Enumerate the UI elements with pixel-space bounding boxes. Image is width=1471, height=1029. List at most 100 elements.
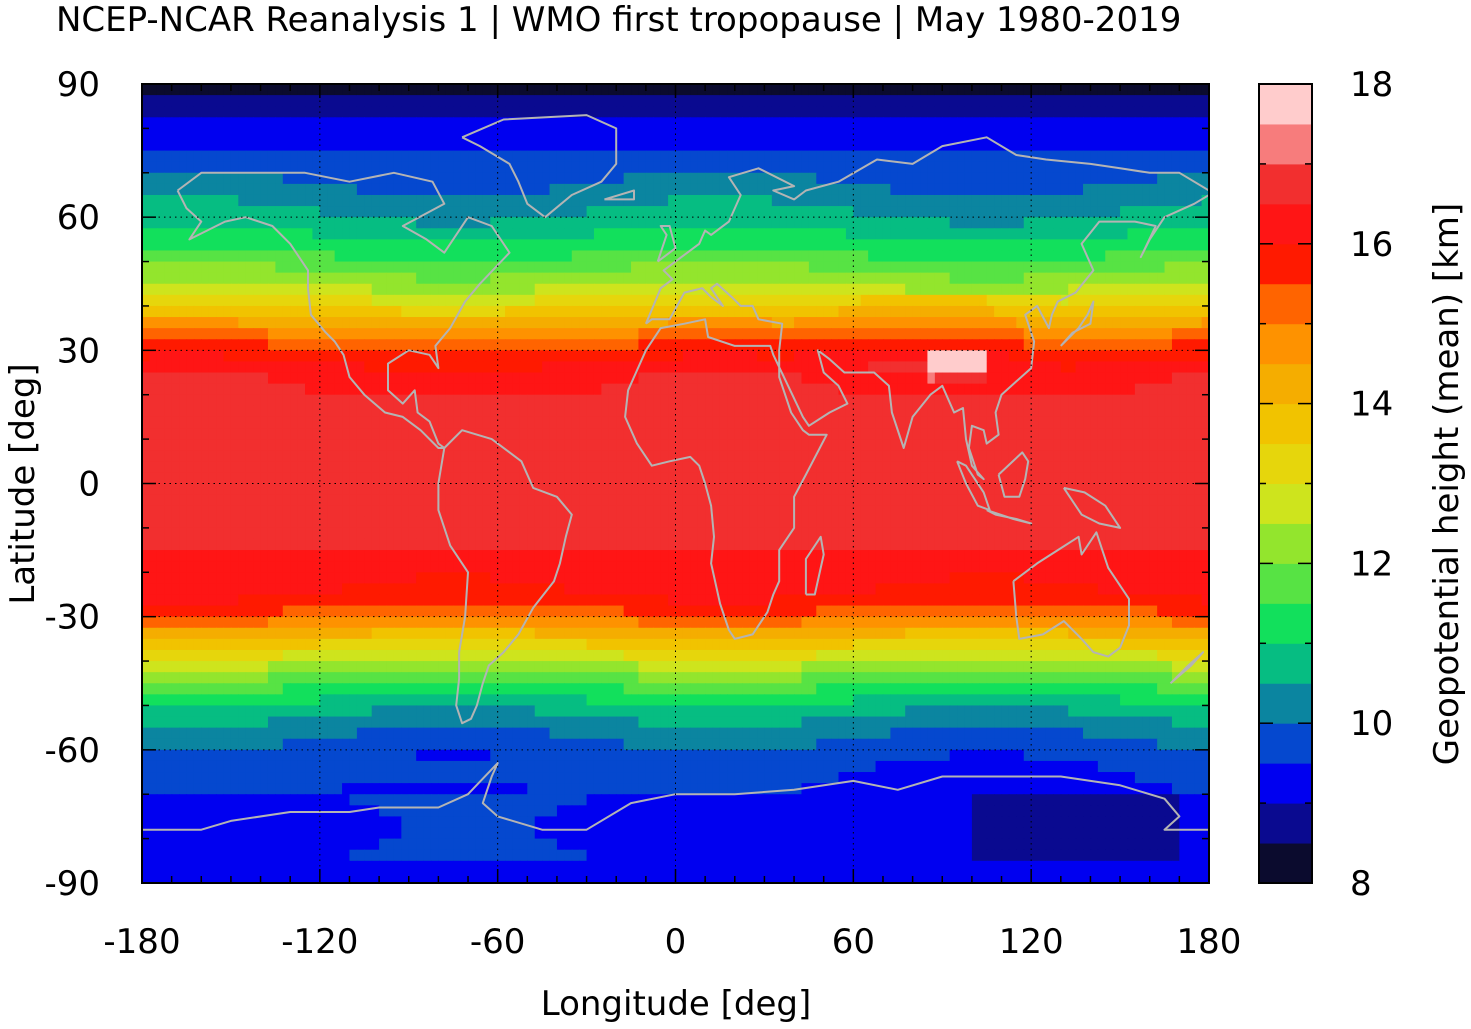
heatmap-cell [216, 139, 225, 152]
heatmap-cell [801, 394, 810, 407]
heatmap-cell [564, 139, 573, 152]
heatmap-cell [505, 217, 514, 229]
heatmap-cell [208, 239, 217, 252]
heatmap-cell [208, 117, 217, 129]
heatmap-cell [816, 305, 825, 318]
heatmap-cell [438, 361, 447, 374]
heatmap-cell [949, 150, 958, 163]
heatmap-cell [831, 450, 840, 462]
heatmap-cell [1008, 328, 1017, 340]
heatmap-cell [245, 328, 254, 340]
heatmap-cell [1038, 328, 1047, 340]
heatmap-cell [505, 383, 514, 396]
heatmap-cell [971, 95, 980, 107]
heatmap-cell [912, 305, 921, 318]
heatmap-cell [868, 206, 877, 218]
heatmap-cell [549, 439, 558, 451]
heatmap-cell [401, 317, 410, 329]
heatmap-cell [245, 361, 254, 374]
heatmap-cell [497, 161, 506, 174]
heatmap-cell [1157, 128, 1166, 141]
heatmap-cell [697, 172, 706, 185]
heatmap-cell [1179, 84, 1188, 96]
heatmap-cell [253, 461, 262, 474]
heatmap-cell [364, 206, 373, 218]
heatmap-cell [327, 239, 336, 252]
heatmap-cell [1045, 217, 1054, 229]
heatmap-cell [327, 317, 336, 329]
heatmap-cell [460, 428, 469, 440]
heatmap-cell [853, 428, 862, 440]
heatmap-cell [1001, 328, 1010, 340]
heatmap-cell [171, 383, 180, 396]
heatmap-cell [1194, 217, 1203, 229]
heatmap-cell [942, 194, 951, 207]
heatmap-cell [1053, 450, 1062, 462]
heatmap-cell [853, 450, 862, 462]
heatmap-cell [816, 194, 825, 207]
heatmap-cell [1142, 228, 1151, 240]
heatmap-cell [534, 139, 543, 152]
heatmap-cell [319, 128, 328, 141]
heatmap-cell [438, 428, 447, 440]
heatmap-cell [912, 428, 921, 440]
heatmap-cell [1186, 128, 1195, 141]
heatmap-cell [1053, 239, 1062, 252]
heatmap-cell [1120, 305, 1129, 318]
heatmap-cell [712, 272, 721, 285]
heatmap-cell [282, 405, 291, 418]
heatmap-cell [534, 239, 543, 252]
heatmap-cell [697, 317, 706, 329]
heatmap-cell [149, 161, 158, 174]
heatmap-cell [223, 228, 232, 240]
heatmap-cell [349, 206, 358, 218]
heatmap-cell [216, 416, 225, 429]
heatmap-cell [742, 328, 751, 340]
heatmap-cell [149, 294, 158, 307]
heatmap-cell [364, 461, 373, 474]
heatmap-cell [1023, 394, 1032, 407]
heatmap-cell [408, 272, 417, 285]
heatmap-cell [275, 394, 284, 407]
heatmap-cell [712, 194, 721, 207]
heatmap-cell [1016, 428, 1025, 440]
heatmap-cell [208, 428, 217, 440]
heatmap-cell [719, 117, 728, 129]
heatmap-cell [682, 450, 691, 462]
heatmap-cell [142, 261, 151, 274]
heatmap-cell [897, 416, 906, 429]
heatmap-cell [1016, 172, 1025, 185]
heatmap-cell [771, 361, 780, 374]
heatmap-cell [156, 283, 165, 296]
heatmap-cell [356, 416, 365, 429]
heatmap-cell [705, 206, 714, 218]
heatmap-cell [482, 194, 491, 207]
heatmap-cell [823, 250, 832, 263]
heatmap-cell [1060, 139, 1069, 152]
heatmap-cell [342, 383, 351, 396]
heatmap-cell [1201, 106, 1209, 118]
heatmap-cell [593, 361, 602, 374]
heatmap-cell [1075, 283, 1084, 296]
heatmap-cell [653, 206, 662, 218]
heatmap-cell [808, 161, 817, 174]
heatmap-cell [757, 117, 766, 129]
heatmap-cell [1112, 106, 1121, 118]
heatmap-cell [890, 228, 899, 240]
heatmap-cell [401, 461, 410, 474]
heatmap-cell [890, 183, 899, 196]
heatmap-cell [668, 117, 677, 129]
heatmap-cell [438, 228, 447, 240]
heatmap-cell [1112, 450, 1121, 462]
heatmap-cell [853, 328, 862, 340]
heatmap-cell [564, 350, 573, 363]
heatmap-cell [949, 117, 958, 129]
heatmap-cell [890, 172, 899, 185]
heatmap-cell [253, 183, 262, 196]
heatmap-cell [1171, 95, 1180, 107]
heatmap-cell [882, 283, 891, 296]
heatmap-cell [1120, 261, 1129, 274]
heatmap-cell [238, 228, 247, 240]
heatmap-cell [705, 339, 714, 351]
heatmap-cell [593, 350, 602, 363]
